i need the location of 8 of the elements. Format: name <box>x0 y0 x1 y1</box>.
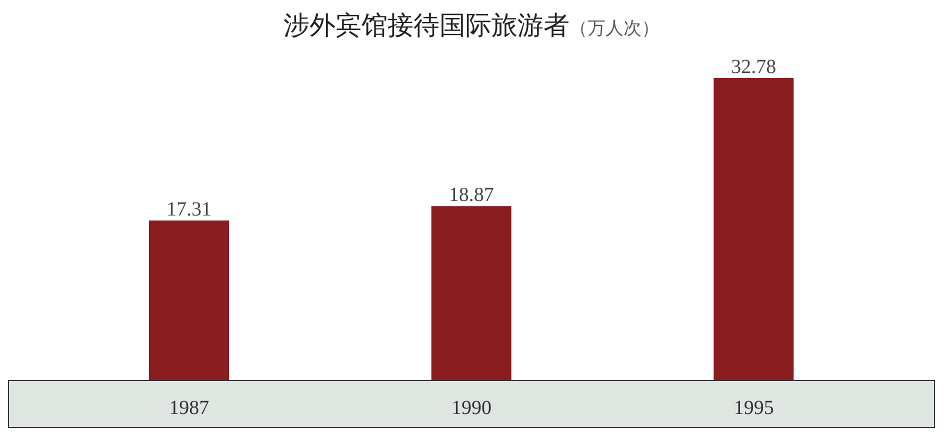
data-label: 17.31 <box>166 198 212 221</box>
x-tick-label: 1987 <box>169 397 210 420</box>
data-label: 18.87 <box>448 184 494 206</box>
chart-title: 涉外宾馆接待国际旅游者 <box>284 11 570 41</box>
x-tick-label: 1995 <box>734 397 774 420</box>
data-label: 32.78 <box>731 56 776 78</box>
x-tick-label: 1990 <box>452 397 492 420</box>
chart-subtitle: （万人次） <box>570 18 660 38</box>
